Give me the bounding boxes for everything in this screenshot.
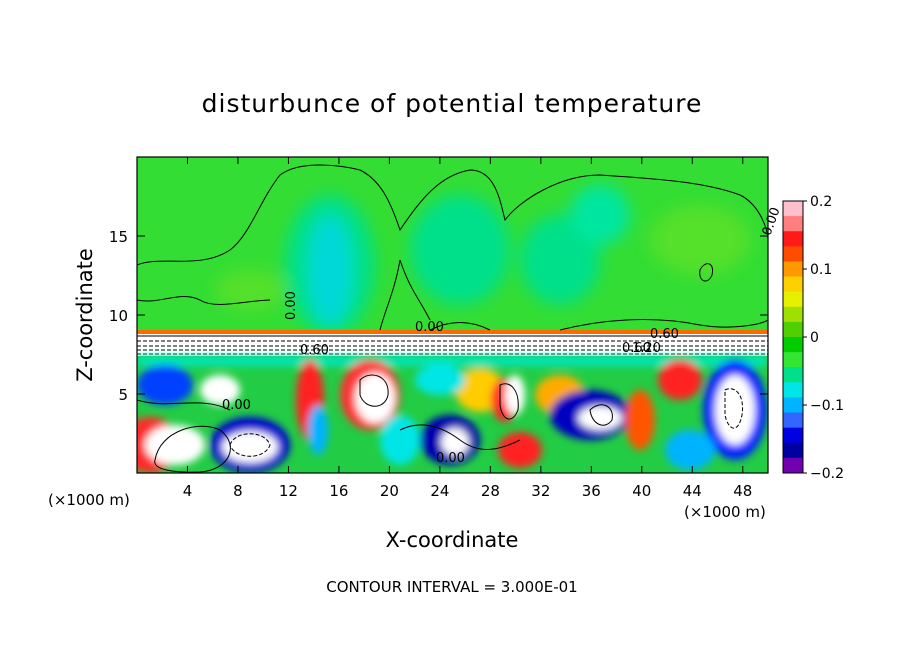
chart-title: disturbunce of potential temperature [202, 89, 703, 118]
contour-label: 1.20 [632, 341, 661, 356]
x-tick-label: 16 [329, 482, 348, 500]
colorbar-swatch [783, 306, 803, 323]
x-tick-label: 32 [531, 482, 550, 500]
contour-label: 0.00 [436, 451, 465, 466]
contour-label: 0.60 [300, 343, 329, 358]
colorbar-swatch [783, 201, 803, 217]
x-tick-label: 44 [683, 482, 702, 500]
colorbar-tick-label: −0.2 [810, 466, 844, 482]
contour-label: 0.60 [622, 341, 651, 356]
colorbar-tick-label: 0.2 [810, 194, 832, 210]
heatmap-field [137, 157, 768, 473]
colorbar-swatch [783, 382, 803, 398]
x-tick-label: 4 [183, 482, 193, 500]
colorbar-tick-label: 0 [810, 330, 819, 346]
colorbar-swatch [783, 216, 803, 232]
contour-label: 0.60 [650, 327, 679, 342]
x-tick-label: 8 [233, 482, 243, 500]
colorbar-swatch [783, 291, 803, 308]
y-tick-label: 15 [109, 228, 128, 246]
y-tick-label: 5 [118, 386, 128, 404]
x-tick-label: 28 [481, 482, 500, 500]
x-axis-unit: (×1000 m) [48, 491, 130, 509]
colorbar-swatch [783, 397, 803, 414]
colorbar-swatch [783, 231, 803, 247]
y-axis: 5 10 15 [109, 228, 768, 404]
x-tick-label: 36 [582, 482, 601, 500]
x-tick-label: 48 [733, 482, 752, 500]
colorbar-swatch [783, 457, 803, 474]
contour-labels: 0.00 0.60 0.60 0.00 0.00 0.00 0.00 0.60 … [222, 205, 784, 466]
colorbar-swatch [783, 261, 803, 278]
contour-label: 0.00 [222, 398, 251, 413]
colorbar-tick-label: −0.1 [810, 398, 844, 414]
colorbar-swatch [783, 321, 803, 338]
colorbar-swatch [783, 427, 803, 444]
contour-label: 0.00 [284, 291, 299, 320]
colorbar-swatch [783, 246, 803, 262]
contour-interval: CONTOUR INTERVAL = 3.000E-01 [326, 578, 577, 596]
colorbar-tick-label: 0.1 [810, 262, 832, 278]
colorbar-swatch [783, 352, 803, 368]
colorbar: 0.2 0.1 0 −0.1 −0.2 [782, 194, 844, 482]
colorbar-swatch [783, 442, 803, 459]
x-axis: 4 8 12 16 20 24 28 32 36 40 44 48 [183, 157, 752, 500]
y-axis-label: Z-coordinate [73, 248, 97, 382]
x-tick-label: 40 [632, 482, 651, 500]
contour-label: 0.00 [415, 320, 444, 335]
colorbar-swatch [783, 337, 803, 353]
x-tick-label: 12 [279, 482, 298, 500]
colorbar-swatch [783, 276, 803, 293]
x-axis-unit-right: (×1000 m) [684, 503, 766, 521]
x-tick-label: 20 [380, 482, 399, 500]
colorbar-swatch [783, 367, 803, 383]
x-tick-label: 24 [430, 482, 449, 500]
x-axis-label: X-coordinate [386, 528, 519, 552]
colorbar-swatch [783, 412, 803, 429]
y-tick-label: 10 [109, 307, 128, 325]
